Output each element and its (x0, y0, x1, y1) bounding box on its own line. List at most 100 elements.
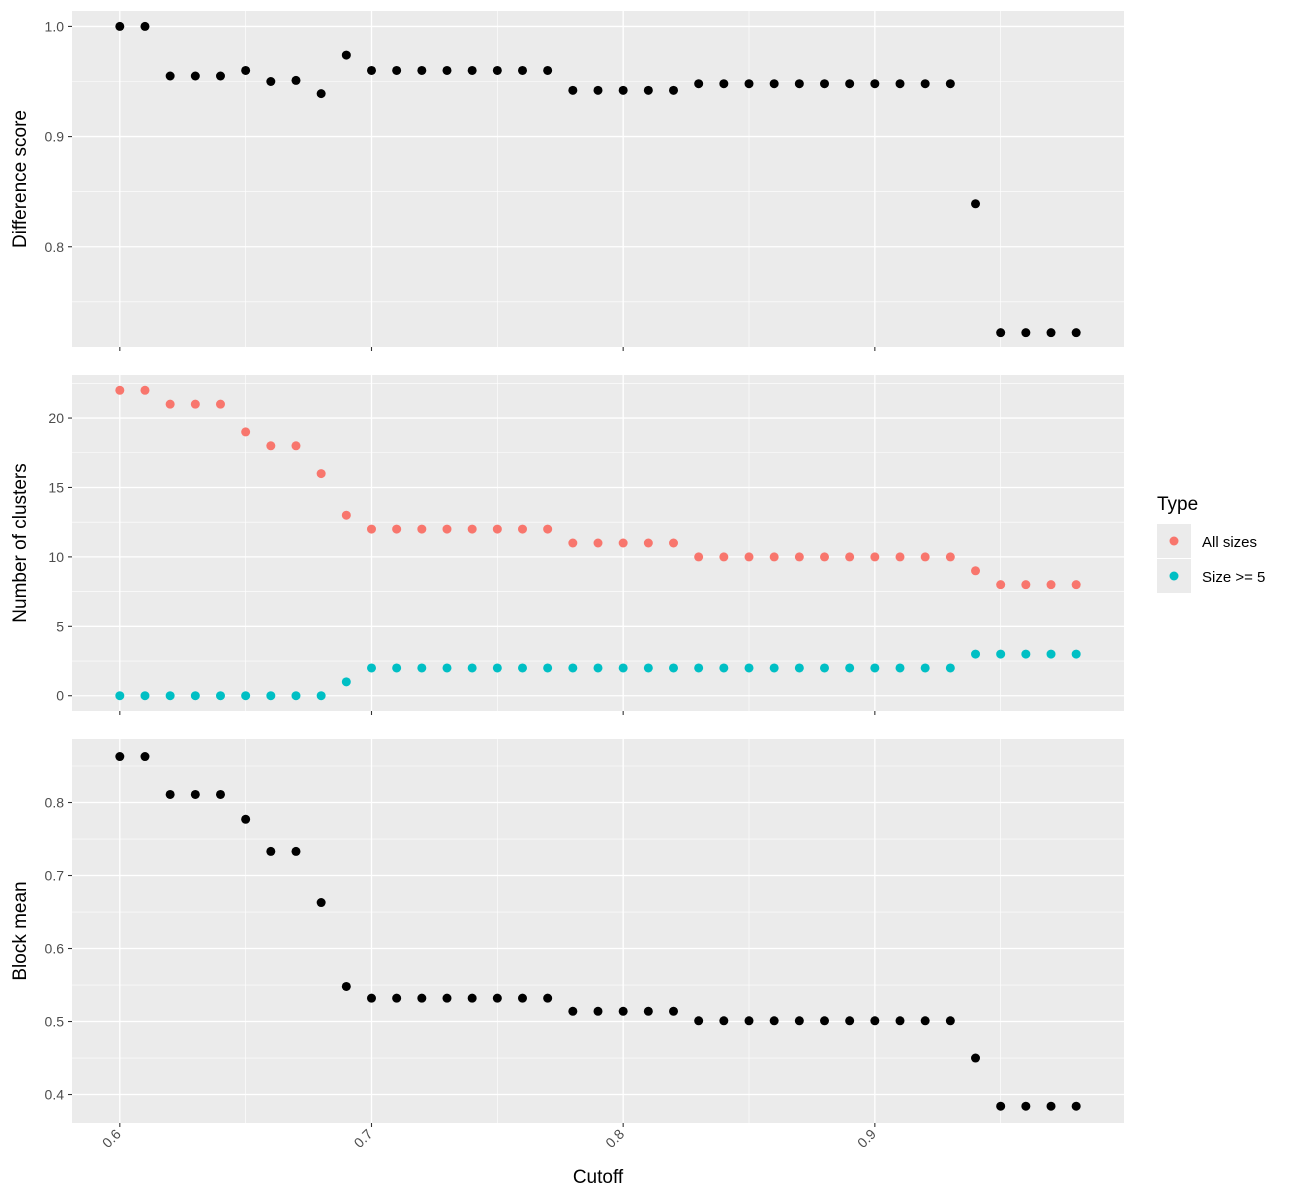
data-point (140, 691, 150, 701)
data-point (316, 691, 326, 701)
data-point (417, 65, 427, 75)
data-point (895, 552, 905, 562)
data-point (694, 663, 704, 673)
data-point (669, 85, 679, 95)
data-point (744, 663, 754, 673)
data-point (920, 1016, 930, 1026)
data-point (392, 65, 402, 75)
data-point (190, 399, 200, 409)
data-point (140, 21, 150, 31)
data-point (241, 427, 251, 437)
y-axis-title-difference-score: Difference score (10, 110, 31, 248)
data-point (1071, 580, 1081, 590)
data-point (769, 552, 779, 562)
data-point (744, 1016, 754, 1026)
series-block-mean (115, 752, 1081, 1111)
y-tick-label: 15 (48, 479, 64, 495)
data-point (492, 993, 502, 1003)
panel-block-mean: 0.4 0.5 0.6 0.7 0.8 0.6 0.7 0.8 0.9 Block mean (10, 739, 1124, 1151)
data-point (643, 85, 653, 95)
x-axis-title: Cutoff (573, 1167, 624, 1188)
data-point (1021, 580, 1031, 590)
y-axis-title-block-mean: Block mean (10, 881, 31, 980)
y-tick-label: 0.8 (45, 795, 65, 811)
data-point (1071, 649, 1081, 659)
data-point (1071, 1101, 1081, 1111)
data-point (996, 1101, 1006, 1111)
data-point (669, 538, 679, 548)
data-point (996, 649, 1006, 659)
data-point (719, 552, 729, 562)
data-point (845, 1016, 855, 1026)
data-point (190, 71, 200, 81)
panel-difference-score: 0.8 0.9 1.0 Difference score (10, 11, 1124, 351)
y-tick-label: 20 (48, 410, 64, 426)
y-tick-label: 0.9 (45, 129, 65, 145)
data-point (442, 524, 452, 534)
data-point (543, 663, 553, 673)
data-point (618, 1006, 628, 1016)
data-point (568, 1006, 578, 1016)
data-point (719, 79, 729, 89)
data-point (568, 538, 578, 548)
data-point (392, 524, 402, 534)
data-point (543, 65, 553, 75)
data-point (845, 552, 855, 562)
data-point (694, 552, 704, 562)
data-point (920, 79, 930, 89)
series-difference-score (115, 21, 1081, 338)
data-point (971, 1053, 981, 1063)
y-tick-label: 0 (56, 688, 64, 704)
data-point (215, 399, 225, 409)
data-point (115, 691, 125, 701)
data-point (1071, 328, 1081, 338)
data-point (694, 1016, 704, 1026)
data-point (1046, 580, 1056, 590)
data-point (492, 524, 502, 534)
data-point (517, 993, 527, 1003)
data-point (845, 663, 855, 673)
data-point (971, 199, 981, 209)
data-point (517, 65, 527, 75)
data-point (694, 79, 704, 89)
data-point (820, 552, 830, 562)
data-point (341, 50, 351, 60)
data-point (618, 663, 628, 673)
data-point (442, 663, 452, 673)
data-point (1021, 1101, 1031, 1111)
data-point (971, 566, 981, 576)
x-tick-label: 0.9 (854, 1126, 879, 1151)
data-point (870, 79, 880, 89)
panel-background (72, 11, 1124, 347)
y-tick-label: 0.4 (45, 1087, 65, 1103)
data-point (769, 1016, 779, 1026)
data-point (241, 814, 251, 824)
data-point (794, 1016, 804, 1026)
data-point (241, 691, 251, 701)
data-point (316, 898, 326, 908)
data-point (870, 663, 880, 673)
data-point (492, 65, 502, 75)
data-point (165, 71, 175, 81)
data-point (442, 993, 452, 1003)
panels-group: 0.8 0.9 1.0 Difference score 0 5 10 15 20 Number … (10, 11, 1124, 1151)
data-point (467, 663, 477, 673)
x-tick-label: 0.7 (351, 1126, 376, 1151)
data-point (744, 79, 754, 89)
legend-label-all-sizes: All sizes (1202, 534, 1257, 551)
data-point (266, 77, 276, 87)
data-point (593, 85, 603, 95)
y-tick-label: 10 (48, 549, 64, 565)
data-point (568, 663, 578, 673)
data-point (392, 993, 402, 1003)
data-point (870, 1016, 880, 1026)
data-point (291, 75, 301, 85)
data-point (366, 993, 376, 1003)
data-point (215, 789, 225, 799)
data-point (266, 441, 276, 451)
data-point (820, 1016, 830, 1026)
legend-title: Type (1157, 494, 1198, 515)
x-tick-label: 0.8 (602, 1126, 627, 1151)
data-point (190, 789, 200, 799)
data-point (341, 510, 351, 520)
